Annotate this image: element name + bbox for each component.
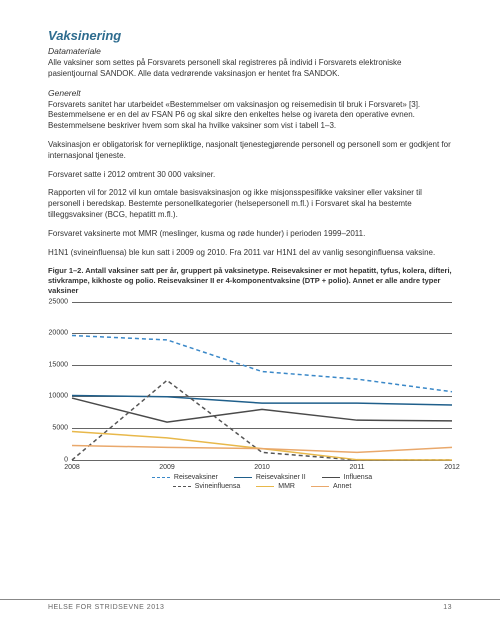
y-axis-label: 20000 xyxy=(46,330,68,337)
x-axis-label: 2011 xyxy=(349,464,364,471)
plot-area: 0500010000150002000025000200820092010201… xyxy=(72,302,452,460)
para-gen-1: Forsvarets sanitet har utarbeidet «Beste… xyxy=(48,100,452,132)
x-axis-label: 2008 xyxy=(64,464,80,471)
legend-row: Svineinfluensa MMR Annet xyxy=(72,483,452,490)
legend-swatch xyxy=(311,486,329,487)
legend-item: MMR xyxy=(256,483,295,490)
legend-row: Reisevaksiner Reisevaksiner II Influensa xyxy=(72,474,452,481)
legend-item: Annet xyxy=(311,483,351,490)
figure-caption: Figur 1–2. Antall vaksiner satt per år, … xyxy=(48,266,452,295)
page-footer: HELSE FOR STRIDSEVNE 2013 13 xyxy=(0,599,500,611)
x-axis-label: 2009 xyxy=(159,464,175,471)
line-chart: 0500010000150002000025000200820092010201… xyxy=(48,302,452,492)
chart-svg xyxy=(72,302,452,460)
series-line xyxy=(72,445,452,452)
para-gen-3: Forsvaret satte i 2012 omtrent 30 000 va… xyxy=(48,170,452,181)
footer-left: HELSE FOR STRIDSEVNE 2013 xyxy=(48,604,164,611)
legend-swatch xyxy=(234,477,252,478)
para-gen-4: Rapporten vil for 2012 vil kun omtale ba… xyxy=(48,188,452,220)
footer-page-number: 13 xyxy=(443,604,452,611)
para-gen-2: Vaksinasjon er obligatorisk for vernepli… xyxy=(48,140,452,162)
para-gen-6: H1N1 (svineinfluensa) ble kun satt i 200… xyxy=(48,248,452,259)
legend-item: Svineinfluensa xyxy=(173,483,241,490)
series-line xyxy=(72,335,452,391)
chart-legend: Reisevaksiner Reisevaksiner II Influensa Sv… xyxy=(72,474,452,492)
legend-item: Reisevaksiner II xyxy=(234,474,306,481)
subhead-generelt: Generelt xyxy=(48,88,452,98)
y-axis-label: 15000 xyxy=(46,361,68,368)
page: Vaksinering Datamateriale Alle vaksiner … xyxy=(0,0,500,619)
para-gen-5: Forsvaret vaksinerte mot MMR (meslinger,… xyxy=(48,229,452,240)
para-data: Alle vaksiner som settes på Forsvarets p… xyxy=(48,58,452,80)
legend-swatch xyxy=(152,477,170,478)
y-axis-label: 0 xyxy=(46,456,68,463)
legend-label: Annet xyxy=(333,483,351,490)
series-line xyxy=(72,395,452,404)
legend-swatch xyxy=(256,486,274,487)
legend-swatch xyxy=(173,486,191,487)
legend-item: Reisevaksiner xyxy=(152,474,218,481)
series-line xyxy=(72,431,452,459)
y-axis-label: 10000 xyxy=(46,393,68,400)
series-line xyxy=(72,398,452,422)
legend-label: Svineinfluensa xyxy=(195,483,241,490)
legend-label: MMR xyxy=(278,483,295,490)
subhead-datamateriale: Datamateriale xyxy=(48,46,452,56)
legend-label: Reisevaksiner II xyxy=(256,474,306,481)
y-axis-label: 5000 xyxy=(46,425,68,432)
legend-label: Reisevaksiner xyxy=(174,474,218,481)
legend-label: Influensa xyxy=(344,474,372,481)
legend-swatch xyxy=(322,477,340,478)
x-axis-label: 2012 xyxy=(444,464,460,471)
y-axis-label: 25000 xyxy=(46,298,68,305)
section-title: Vaksinering xyxy=(48,28,452,43)
x-axis-label: 2010 xyxy=(254,464,270,471)
legend-item: Influensa xyxy=(322,474,372,481)
